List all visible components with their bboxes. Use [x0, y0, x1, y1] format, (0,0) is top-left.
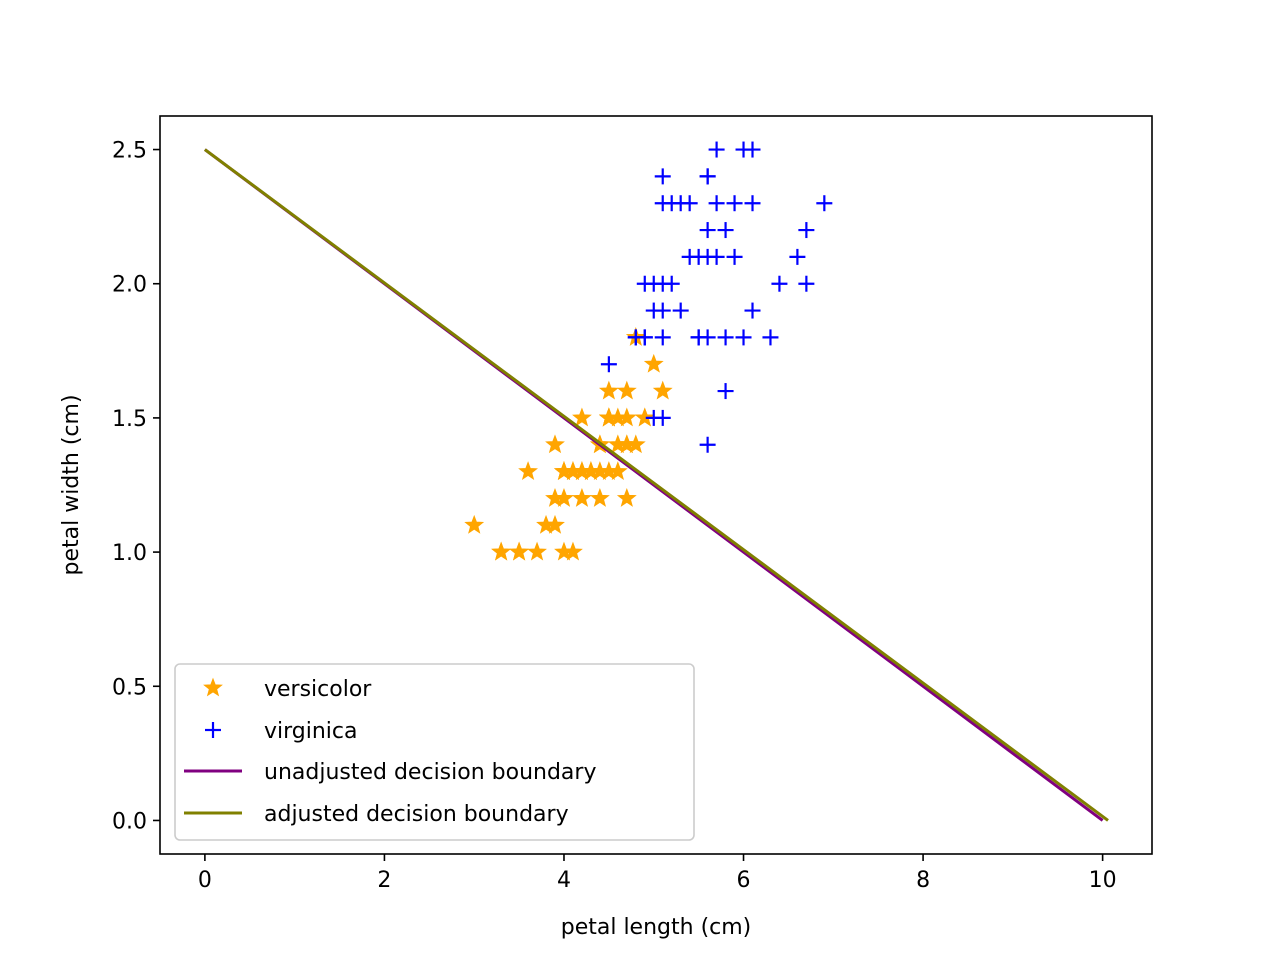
versicolor-point	[572, 488, 592, 507]
decision-boundary-line-3	[203, 148, 1109, 822]
virginica-point	[789, 248, 806, 265]
virginica-point	[654, 329, 671, 346]
y-tick-label: 2.0	[112, 273, 147, 298]
legend: versicolor virginica unadjusted decision…	[174, 663, 695, 841]
virginica-point	[645, 302, 662, 319]
virginica-point	[654, 168, 671, 185]
virginica-point	[699, 222, 716, 239]
virginica-point	[798, 222, 815, 239]
plot-frame	[159, 115, 1153, 855]
versicolor-point	[616, 488, 637, 507]
virginica-point	[636, 275, 653, 292]
versicolor-point	[464, 514, 485, 534]
virginica-point	[717, 383, 734, 400]
virginica-point	[672, 302, 689, 319]
versicolor-point	[607, 434, 628, 454]
versicolor-point	[589, 488, 610, 507]
versicolor-point	[491, 541, 512, 561]
y-tick-label: 2.5	[112, 139, 147, 164]
versicolor-point	[625, 434, 646, 454]
ticks-layer: 0 2 4 6 8 10 0.0 0.5 1.0 1.5 2.0 2.5	[112, 139, 1117, 893]
virginica-point	[699, 248, 716, 265]
y-axis-title: petal width (cm)	[59, 394, 84, 575]
versicolor-point	[581, 461, 601, 481]
y-tick-label: 0.0	[112, 809, 147, 834]
virginica-point	[798, 275, 815, 292]
virginica-point	[681, 195, 698, 212]
virginica-point	[663, 195, 680, 212]
virginica-point	[816, 195, 833, 212]
x-tick-label: 0	[198, 868, 212, 893]
virginica-point	[663, 275, 680, 292]
virginica-point	[699, 436, 716, 453]
virginica-point	[627, 329, 644, 346]
virginica-point	[771, 275, 788, 292]
versicolor-point	[572, 407, 592, 427]
versicolor-point	[554, 488, 574, 507]
virginica-point	[762, 329, 779, 346]
versicolor-point	[607, 461, 628, 481]
x-tick-label: 6	[737, 868, 751, 893]
legend-label-unadjusted: unadjusted decision boundary	[264, 760, 596, 785]
virginica-point	[708, 141, 725, 158]
versicolor-point	[545, 434, 565, 454]
versicolor-point	[634, 407, 655, 427]
y-tick-label: 1.5	[112, 407, 147, 432]
virginica-point	[708, 195, 725, 212]
versicolor-point	[518, 461, 538, 481]
virginica-point	[690, 329, 707, 346]
x-tick-label: 8	[916, 868, 930, 893]
versicolor-point	[598, 380, 619, 400]
legend-marker-versicolor	[203, 677, 223, 697]
legend-box	[174, 663, 695, 841]
virginica-point	[726, 195, 743, 212]
virginica-point	[744, 195, 761, 212]
versicolor-point	[563, 541, 583, 561]
virginica-point	[600, 356, 617, 373]
y-tick-label: 0.5	[112, 675, 147, 700]
virginica-point	[735, 329, 752, 346]
x-tick-label: 2	[377, 868, 391, 893]
versicolor-point	[643, 353, 664, 373]
versicolor-point	[527, 541, 547, 561]
virginica-point	[744, 302, 761, 319]
x-axis-title: petal length (cm)	[561, 915, 752, 940]
legend-star-icon	[203, 677, 223, 697]
virginica-point	[681, 248, 698, 265]
versicolor-point	[616, 407, 637, 427]
versicolor-point	[652, 380, 673, 400]
y-tick-label: 1.0	[112, 541, 147, 566]
legend-marker-virginica	[205, 722, 221, 738]
versicolor-point	[616, 380, 637, 400]
virginica-point	[654, 409, 671, 426]
legend-plus-icon	[205, 722, 221, 738]
virginica-point	[726, 248, 743, 265]
versicolor-point	[563, 461, 583, 481]
virginica-point	[744, 141, 761, 158]
virginica-point	[717, 222, 734, 239]
versicolor-point	[598, 407, 619, 427]
virginica-point	[717, 329, 734, 346]
x-tick-label: 4	[557, 868, 571, 893]
legend-label-versicolor: versicolor	[264, 677, 372, 702]
legend-label-virginica: virginica	[264, 719, 358, 744]
plot-layer	[203, 141, 1109, 822]
versicolor-point	[509, 541, 529, 561]
legend-label-adjusted: adjusted decision boundary	[264, 802, 569, 827]
x-tick-label: 10	[1089, 868, 1117, 893]
virginica-point	[699, 168, 716, 185]
versicolor-point	[536, 514, 556, 534]
